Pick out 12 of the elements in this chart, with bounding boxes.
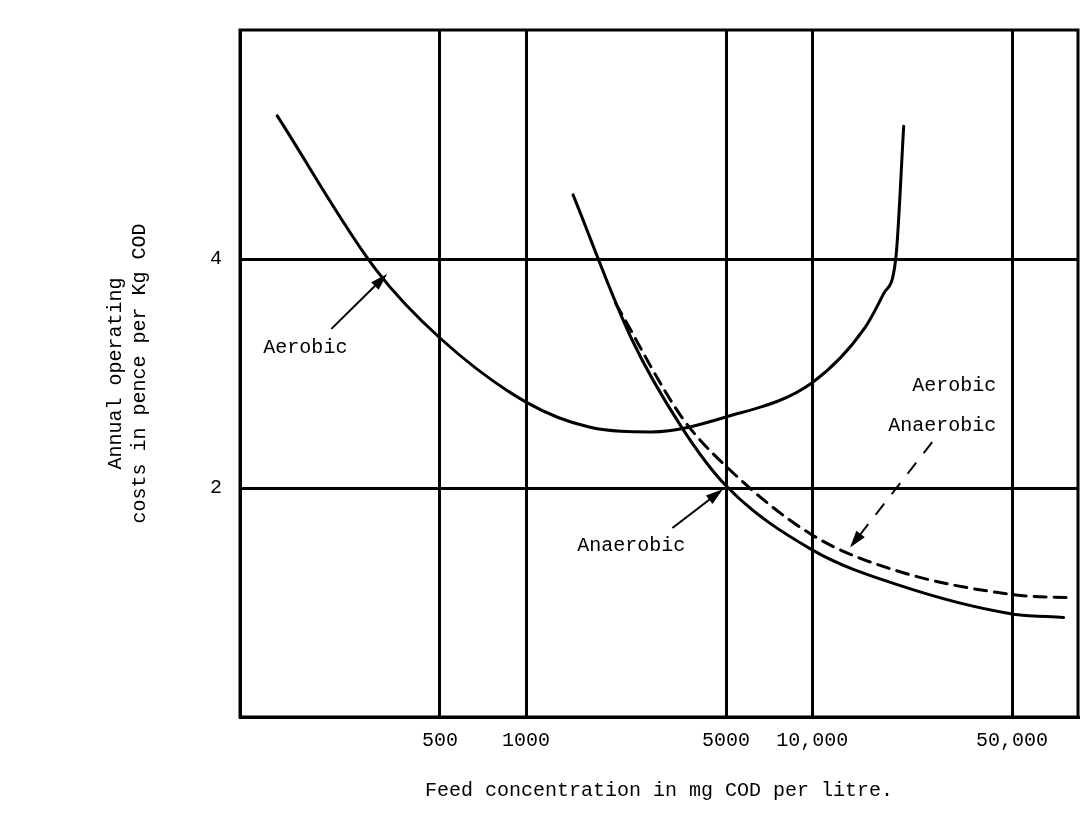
x-axis-title: Feed concentration in mg COD per litre. — [424, 779, 894, 803]
x-tick-label: 10,000 — [776, 729, 849, 753]
y-tick-label: 2 — [209, 476, 222, 500]
x-tick-label: 500 — [421, 729, 458, 753]
x-tick-label: 50,000 — [976, 729, 1049, 753]
annotation: Aerobic Anaerobic — [888, 374, 997, 438]
annotation: Aerobic — [263, 336, 348, 360]
y-axis-title: Annual operating costs in pence per Kg COD — [104, 223, 152, 524]
x-tick-label: 5000 — [702, 729, 751, 753]
x-tick-label: 1000 — [502, 729, 551, 753]
annotation: Anaerobic — [577, 534, 686, 558]
y-tick-label: 4 — [209, 247, 222, 271]
